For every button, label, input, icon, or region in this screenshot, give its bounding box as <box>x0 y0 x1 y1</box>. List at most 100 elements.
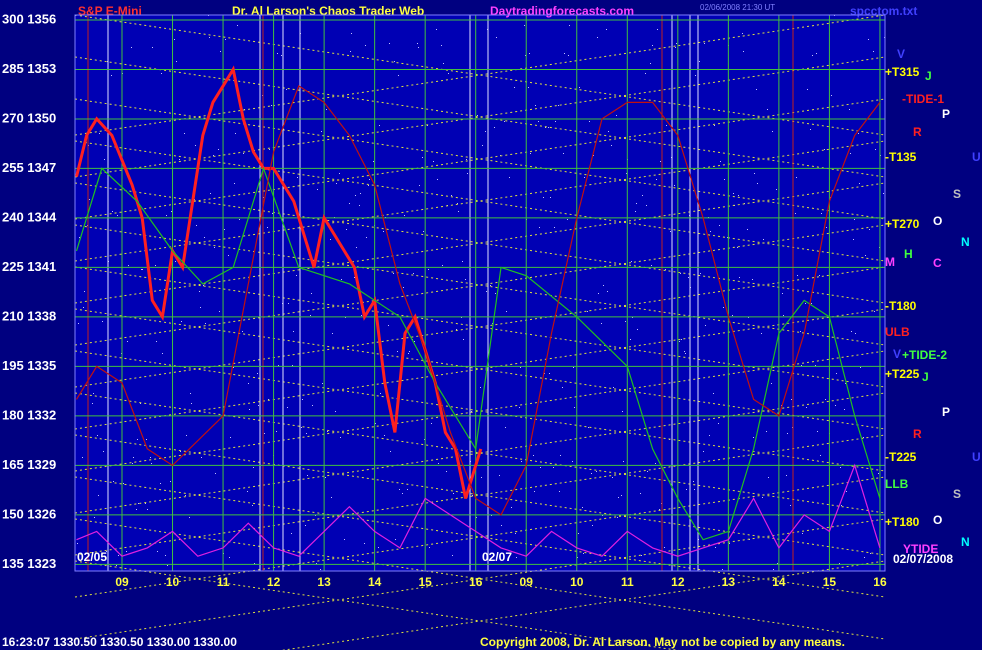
star-dot <box>631 261 632 262</box>
star-dot <box>544 373 545 374</box>
star-dot <box>820 455 821 456</box>
star-dot <box>315 515 316 516</box>
planet-label: M <box>885 255 895 269</box>
chart-subtitle: Dr. Al Larson's Chaos Trader Web <box>232 4 424 18</box>
star-dot <box>204 237 205 238</box>
star-dot <box>655 463 656 464</box>
star-dot <box>611 145 612 146</box>
star-dot <box>603 285 604 286</box>
star-dot <box>327 431 328 432</box>
y-tick-label: 270 1350 <box>2 110 56 125</box>
harmonic-line <box>74 140 886 262</box>
star-dot <box>554 227 555 228</box>
x-tick-label: 16 <box>469 575 483 589</box>
star-dot <box>850 153 851 154</box>
star-dot <box>810 129 811 130</box>
star-dot <box>853 239 854 240</box>
star-dot <box>694 489 695 490</box>
star-dot <box>199 291 200 292</box>
star-dot <box>646 205 647 206</box>
star-dot <box>375 423 376 424</box>
harmonic-line <box>74 308 886 430</box>
star-dot <box>301 427 302 428</box>
star-dot <box>140 403 141 404</box>
planet-label: S <box>953 187 961 201</box>
star-dot <box>756 89 757 90</box>
star-dot <box>623 461 624 462</box>
star-dot <box>104 159 105 160</box>
star-dot <box>467 173 468 174</box>
chart-title: S&P E-Mini <box>78 4 142 18</box>
star-dot <box>777 563 778 564</box>
star-dot <box>846 491 847 492</box>
harmonic-line <box>74 350 886 472</box>
star-dot <box>82 457 83 458</box>
star-dot <box>320 569 321 570</box>
star-dot <box>558 105 559 106</box>
star-dot <box>640 493 641 494</box>
x-tick-label: 09 <box>520 575 534 589</box>
star-dot <box>596 471 597 472</box>
star-dot <box>248 383 249 384</box>
star-dot <box>229 557 230 558</box>
star-dot <box>548 127 549 128</box>
star-dot <box>704 43 705 44</box>
star-dot <box>574 407 575 408</box>
level-label: -T135 <box>885 150 917 164</box>
harmonic-line <box>74 266 886 388</box>
star-dot <box>190 393 191 394</box>
star-dot <box>713 393 714 394</box>
star-dot <box>807 89 808 90</box>
star-dot <box>715 547 716 548</box>
star-dot <box>340 437 341 438</box>
file-name: spcctom.txt <box>850 4 917 18</box>
star-dot <box>492 323 493 324</box>
star-dot <box>394 61 395 62</box>
star-dot <box>529 53 530 54</box>
star-dot <box>742 33 743 34</box>
star-dot <box>414 341 415 342</box>
star-dot <box>103 451 104 452</box>
star-dot <box>165 555 166 556</box>
star-dot <box>286 89 287 90</box>
star-dot <box>461 317 462 318</box>
star-dot <box>132 463 133 464</box>
star-dot <box>593 155 594 156</box>
star-dot <box>113 481 114 482</box>
star-dot <box>875 149 876 150</box>
star-dot <box>380 393 381 394</box>
star-dot <box>209 37 210 38</box>
star-dot <box>657 29 658 30</box>
y-tick-label: 165 1329 <box>2 457 56 472</box>
star-dot <box>572 461 573 462</box>
planet-label: N <box>961 535 970 549</box>
star-dot <box>597 37 598 38</box>
star-dot <box>184 133 185 134</box>
star-dot <box>660 161 661 162</box>
y-tick-label: 255 1347 <box>2 160 56 175</box>
star-dot <box>92 403 93 404</box>
x-tick-label: 13 <box>722 575 736 589</box>
x-tick-label: 15 <box>823 575 837 589</box>
star-dot <box>659 509 660 510</box>
planet-label: J <box>922 370 929 384</box>
star-dot <box>651 265 652 266</box>
star-dot <box>800 331 801 332</box>
level-label: ULB <box>885 325 910 339</box>
star-dot <box>703 451 704 452</box>
star-dot <box>743 51 744 52</box>
star-dot <box>94 517 95 518</box>
star-dot <box>453 493 454 494</box>
star-dot <box>722 569 723 570</box>
star-dot <box>530 153 531 154</box>
star-dot <box>422 157 423 158</box>
star-dot <box>868 39 869 40</box>
star-dot <box>854 219 855 220</box>
x-tick-label: 13 <box>317 575 331 589</box>
star-dot <box>686 489 687 490</box>
star-dot <box>520 367 521 368</box>
star-dot <box>373 161 374 162</box>
star-dot <box>587 311 588 312</box>
harmonic-line <box>74 56 886 178</box>
star-dot <box>601 323 602 324</box>
